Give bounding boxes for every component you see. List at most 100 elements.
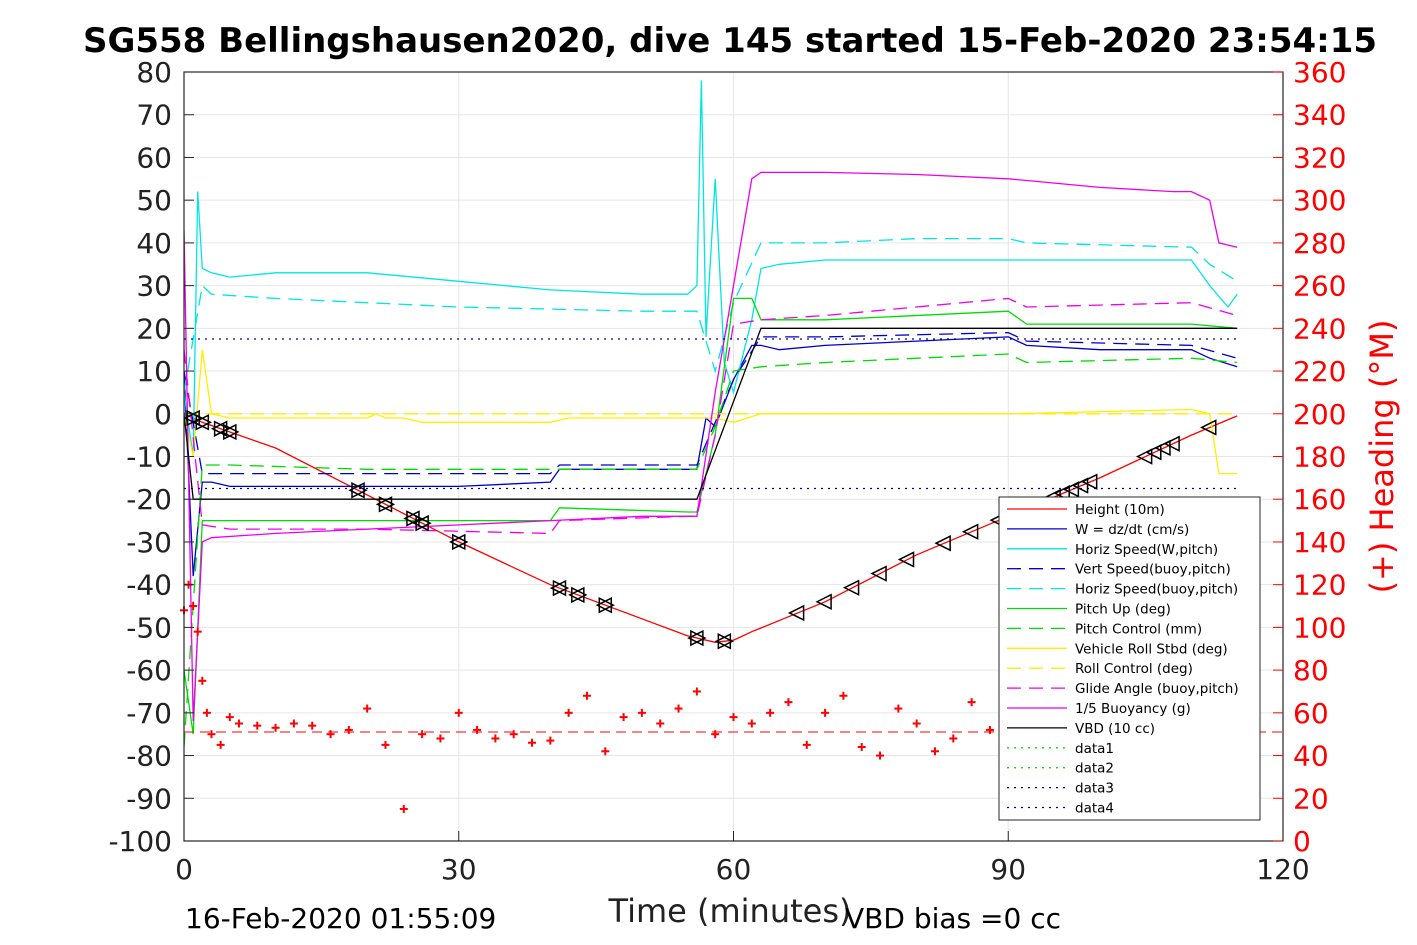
marker-descent [549,579,567,597]
y-right-tick-label: 120 [1293,569,1346,602]
y-right-tick-label: 140 [1293,526,1346,559]
y-tick-label: -70 [126,697,172,730]
x-tick-label: 30 [441,853,477,886]
heading-point [271,723,280,732]
marker-bottom [714,633,732,650]
heading-point [839,691,848,700]
marker-ascent [1062,481,1080,498]
heading-point [582,691,591,700]
x-axis-label: Time (minutes) [608,892,852,930]
marker-descent [220,423,237,441]
marker-ascent [1080,473,1098,490]
marker-descent [351,482,368,499]
legend-entry: data3 [1075,781,1114,797]
marker-ascent [1163,435,1180,452]
y-right-tick-label: 20 [1293,782,1329,815]
x-tick-label: 120 [1256,853,1309,886]
y-tick-label: 60 [136,141,172,174]
legend-entry: Vehicle Roll Stbd (deg) [1075,641,1228,657]
heading-point [308,721,317,730]
heading-point [473,725,482,734]
marker-ascent [815,593,832,610]
heading-point [225,713,234,722]
heading-point [216,740,225,749]
y-tick-label: 70 [136,99,172,132]
legend-entry: W = dz/dt (cm/s) [1075,522,1189,538]
left-axis-ticks: 80 70 60 50 40 30 20 10 0 -10 -20 -30 -40 -50 -60 -70 -8… [108,56,194,858]
series-1-5-buoyancy-g [184,171,1238,722]
marker-ascent [842,579,860,596]
heading-point [601,747,610,756]
right-axis-label: (+) Heading (°M) [1363,320,1401,594]
legend-box [998,496,1261,821]
marker-ascent [897,551,915,568]
legend-entry: VBD (10 cc) [1075,721,1155,737]
marker-descent [449,533,466,551]
heading-point [399,804,408,813]
footer-timestamp: 16-Feb-2020 01:55:09 [185,902,496,935]
marker-ascent [1154,439,1171,457]
y-right-tick-label: 260 [1293,270,1346,303]
y-right-tick-label: 0 [1293,825,1311,858]
marker-descent [571,586,588,604]
legend-entry: Roll Control (deg) [1075,661,1193,677]
marker-descent [406,510,423,527]
heading-point [619,713,628,722]
legend-entry: Pitch Control (mm) [1075,621,1202,637]
y-tick-label: 20 [136,312,172,345]
marker-ascent [1135,448,1153,465]
y-right-tick-label: 340 [1293,99,1346,132]
series-layer [184,80,1238,748]
heading-point [747,719,756,728]
x-tick-label: 90 [990,853,1026,886]
legend-entry: Vert Speed(buoy,pitch) [1075,562,1231,578]
marker-descent [595,596,613,614]
y-tick-label: -60 [126,654,172,687]
y-right-tick-label: 160 [1293,483,1346,516]
y-right-tick-label: 40 [1293,740,1329,773]
marker-ascent [1071,477,1089,494]
heading-point [967,698,976,707]
marker-ascent [934,535,951,552]
heading-point [198,676,207,685]
heading-point [802,740,811,749]
heading-point [418,730,427,739]
heading-point [381,740,390,749]
marker-descent [378,496,396,513]
legend-entry: Pitch Up (deg) [1075,602,1171,618]
y-right-tick-label: 80 [1293,654,1329,687]
heading-point [930,747,939,756]
heading-point [326,730,335,739]
y-tick-label: 30 [136,270,172,303]
heading-point [637,708,646,717]
heading-point [564,708,573,717]
bottom-axis-ticks: 0 30 60 90 120 [175,831,1310,886]
heading-point [692,687,701,696]
y-right-tick-label: 360 [1293,56,1346,89]
heading-point [436,734,445,743]
heading-point [674,704,683,713]
marker-ascent [787,604,805,622]
heading-point [509,730,518,739]
series-vert-speed-buoy-pitch [184,331,1238,475]
marker-bottom [690,629,707,647]
right-axis-ticks: 3603403203002802602402202001801601401201… [1273,56,1346,858]
series-glide-angle-buoy-pitch [184,297,1238,535]
series-w-dz-dt-cm-s [184,336,1238,577]
y-tick-label: -40 [126,569,172,602]
heading-point [344,725,353,734]
marker-descent [568,586,585,604]
heading-point [821,708,830,717]
marker-descent [195,414,212,431]
y-tick-label: -100 [108,825,172,858]
marker-ascent [1200,419,1217,436]
heading-point [784,698,793,707]
marker-descent [412,514,429,532]
legend-entry: data2 [1075,761,1114,777]
legend: Height (10m) W = dz/dt (cm/s) Horiz Speed(… [998,496,1261,821]
marker-descent [223,423,240,441]
legend-entry: data4 [1075,801,1114,817]
y-right-tick-label: 180 [1293,441,1346,474]
legend-entry: Horiz Speed(W,pitch) [1075,542,1218,558]
marker-descent [452,533,469,551]
